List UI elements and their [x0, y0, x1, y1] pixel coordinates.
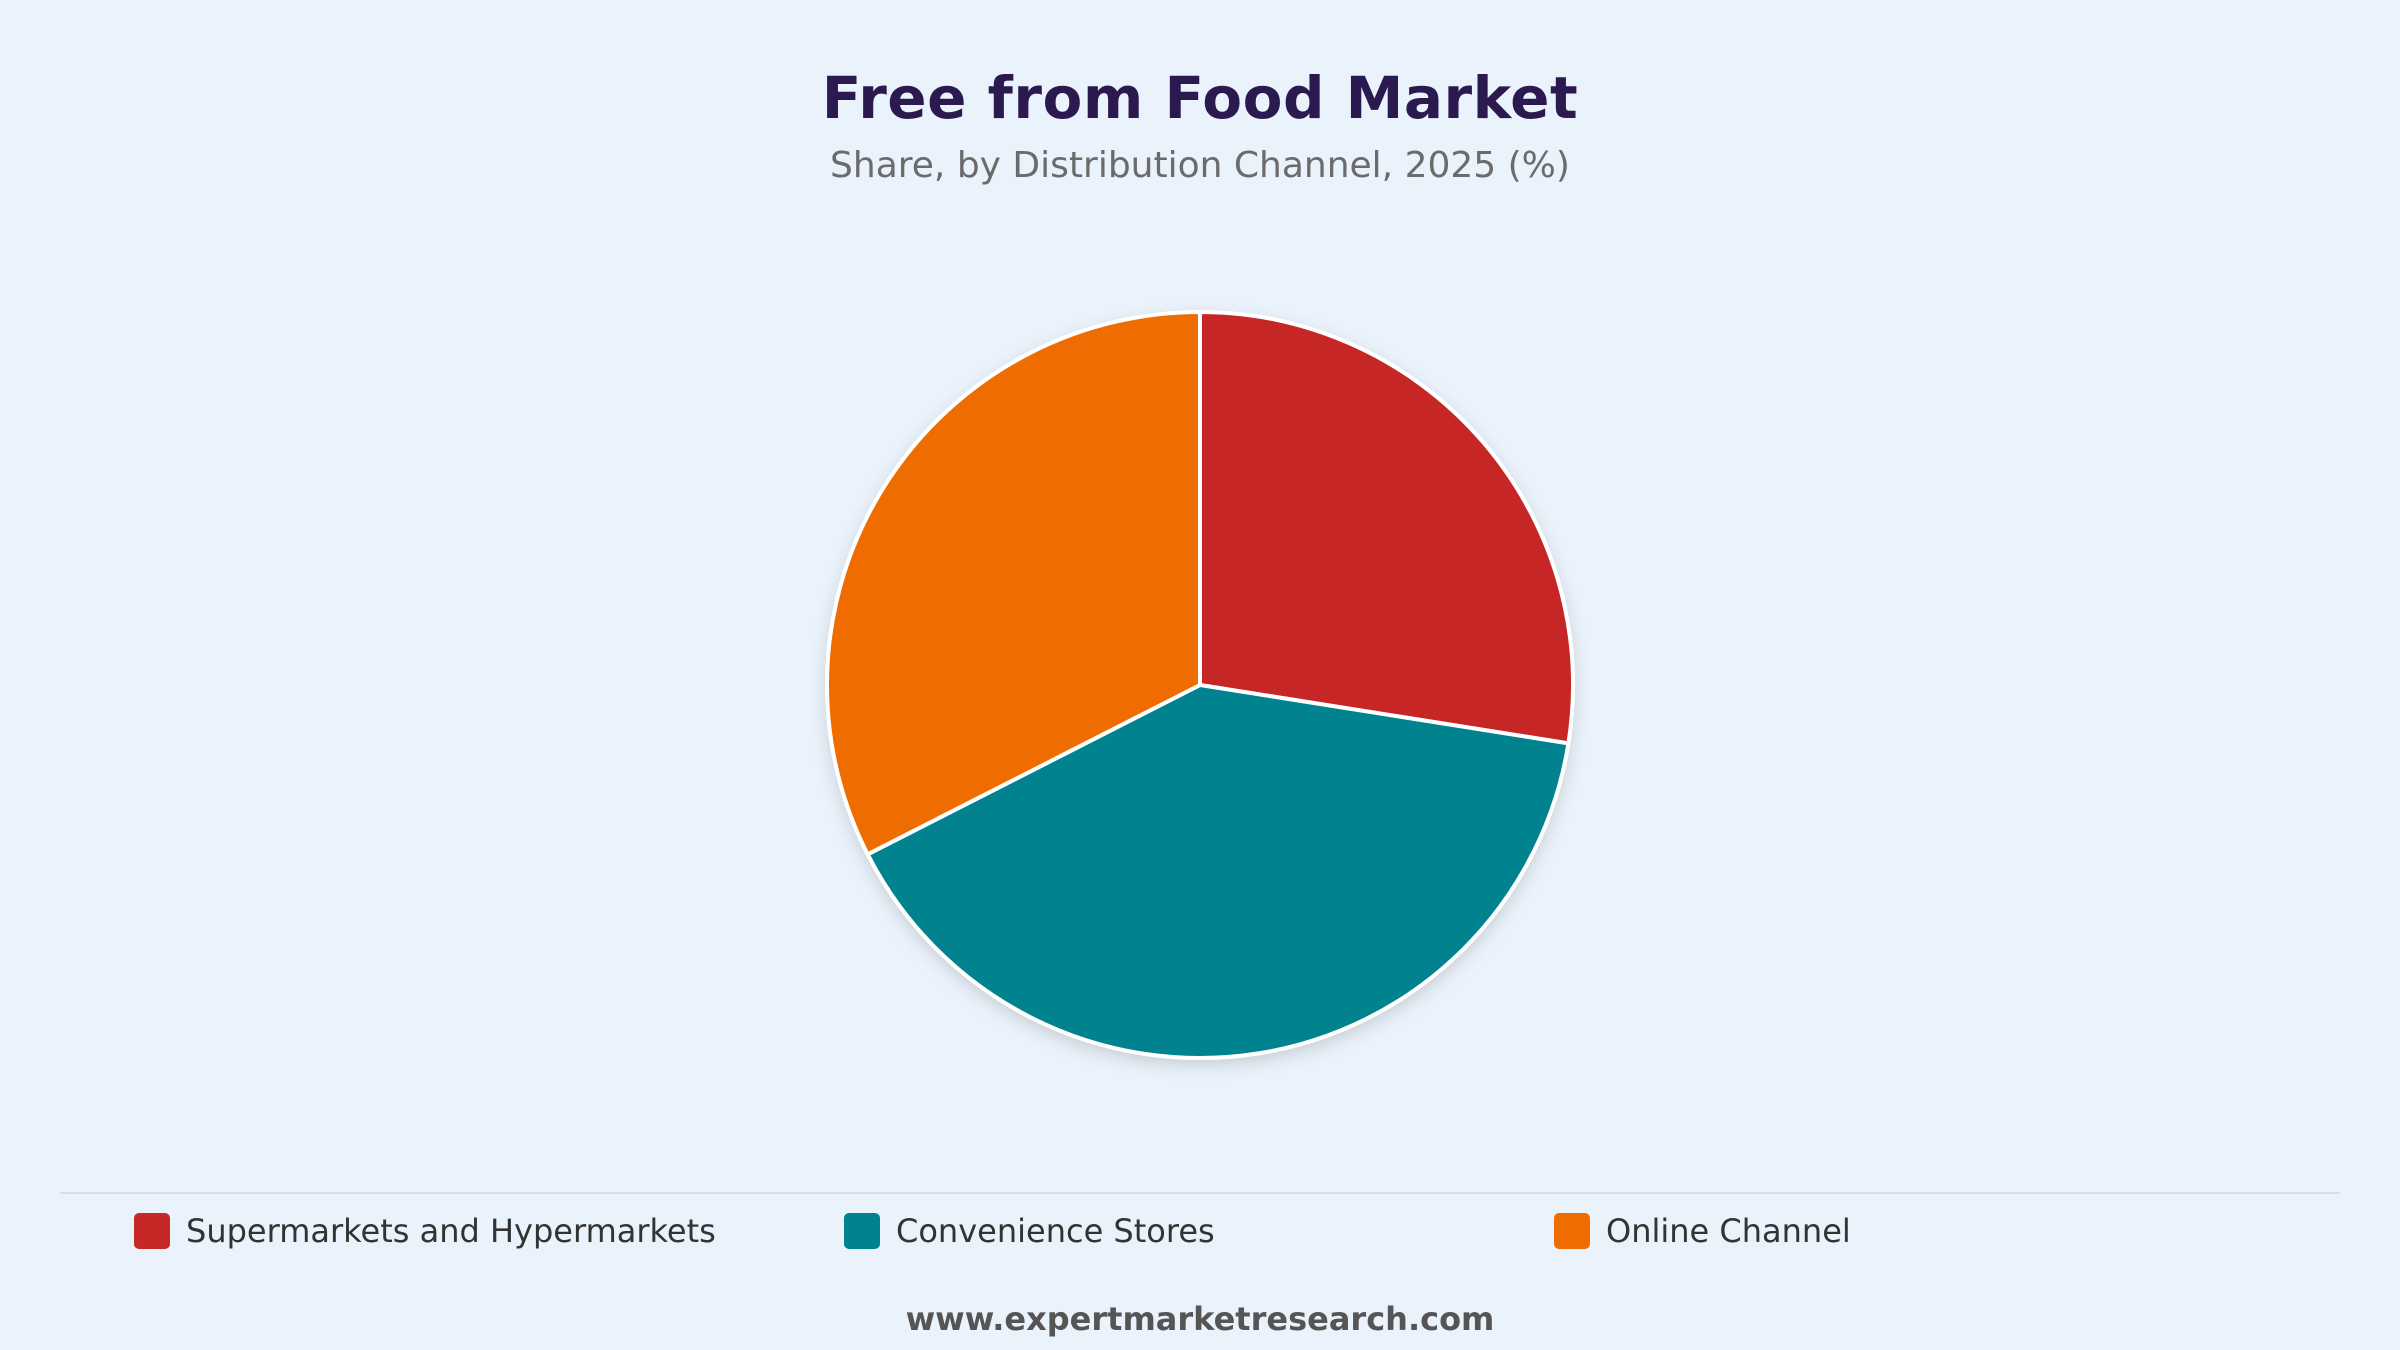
pie-slice-supermarkets[interactable]	[1198, 310, 1575, 746]
chart-title: Free from Food Market	[821, 64, 1579, 132]
legend-divider	[60, 1192, 2340, 1194]
pie-slice-convenience-stores[interactable]	[865, 683, 1571, 1060]
pie-slice-online-channel[interactable]	[825, 310, 1202, 857]
source-url[interactable]: www.expertmarketresearch.com	[905, 1300, 1495, 1338]
legend-item-online-channel[interactable]: Online Channel	[1554, 1208, 1851, 1254]
legend-item-supermarkets[interactable]: Supermarkets and Hypermarkets	[134, 1208, 716, 1254]
pie-chart	[825, 310, 1575, 1060]
legend: Supermarkets and Hypermarkets Convenienc…	[0, 1208, 2400, 1254]
chart-subtitle: Share, by Distribution Channel, 2025 (%)	[830, 145, 1570, 186]
legend-swatch-supermarkets	[134, 1213, 170, 1249]
legend-swatch-convenience-stores	[844, 1213, 880, 1249]
legend-label: Online Channel	[1606, 1212, 1851, 1250]
legend-item-convenience-stores[interactable]: Convenience Stores	[844, 1208, 1215, 1254]
legend-label: Supermarkets and Hypermarkets	[186, 1212, 716, 1250]
legend-swatch-online-channel	[1554, 1213, 1590, 1249]
legend-label: Convenience Stores	[896, 1212, 1215, 1250]
